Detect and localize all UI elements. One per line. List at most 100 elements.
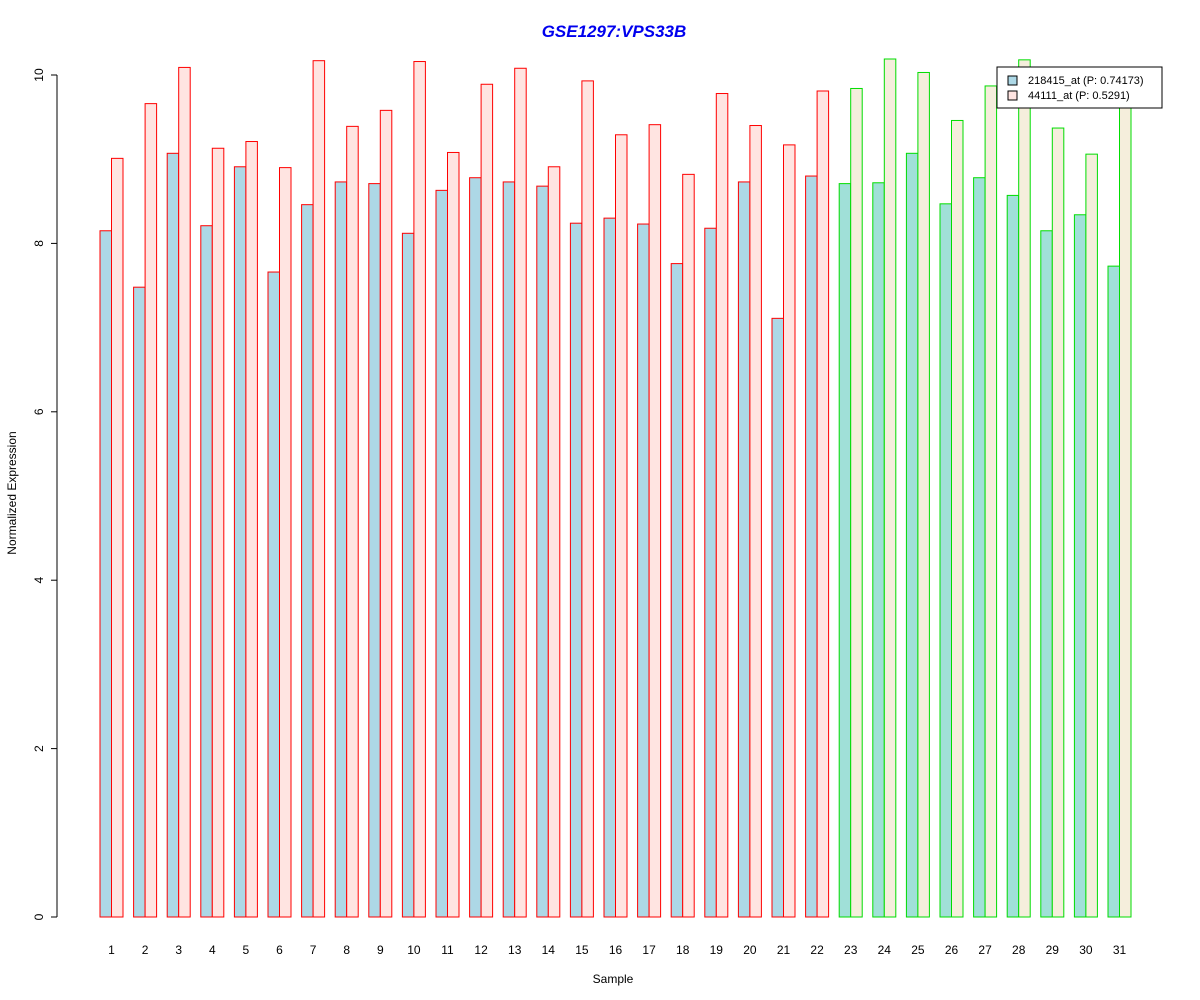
x-axis-title: Sample xyxy=(593,972,634,986)
x-tick-label: 15 xyxy=(575,943,589,957)
bar-218415-at xyxy=(939,203,952,918)
bar-218415-at xyxy=(368,183,381,918)
bar-44111-at xyxy=(346,125,359,918)
y-tick-label: 8 xyxy=(32,240,46,247)
bar-218415-at xyxy=(1006,194,1020,918)
bar-44111-at xyxy=(850,87,863,918)
bar-218415-at xyxy=(973,177,986,918)
x-tick-label: 31 xyxy=(1113,943,1127,957)
bar-218415-at xyxy=(233,166,247,918)
bar-44111-at xyxy=(648,124,662,918)
chart-title: GSE1297:VPS33B xyxy=(542,22,687,41)
x-tick-label: 19 xyxy=(710,943,724,957)
bar-218415-at xyxy=(569,222,583,918)
bar-44111-at xyxy=(1085,153,1098,918)
x-tick-label: 28 xyxy=(1012,943,1026,957)
bar-218415-at xyxy=(166,152,180,918)
bar-44111-at xyxy=(783,144,796,918)
x-tick-label: 14 xyxy=(542,943,556,957)
bar-44111-at xyxy=(111,157,124,918)
x-tick-label: 26 xyxy=(945,943,959,957)
bar-218415-at xyxy=(838,183,852,918)
bar-218415-at xyxy=(704,227,717,918)
bar-218415-at xyxy=(1107,265,1120,918)
y-axis: 0 2 4 6 8 10 xyxy=(32,68,58,920)
bar-44111-at xyxy=(1119,98,1132,918)
x-tick-label: 29 xyxy=(1046,943,1060,957)
x-tick-label: 22 xyxy=(810,943,824,957)
bar-218415-at xyxy=(267,271,280,918)
y-tick-label: 6 xyxy=(32,408,46,415)
bar-44111-at xyxy=(178,66,191,918)
y-axis-title: Normalized Expression xyxy=(5,431,19,554)
legend-label: 44111_at (P: 0.5291) xyxy=(1028,90,1130,102)
bar-44111-at xyxy=(615,134,628,918)
x-tick-label: 18 xyxy=(676,943,690,957)
y-tick-label: 10 xyxy=(32,68,46,82)
bar-218415-at xyxy=(200,225,213,918)
bar-44111-at xyxy=(514,67,527,918)
bar-218415-at xyxy=(1073,214,1087,918)
bar-218415-at xyxy=(435,189,448,918)
x-tick-label: 1 xyxy=(108,943,115,957)
bar-44111-at xyxy=(951,119,964,918)
bar-218415-at xyxy=(771,317,784,918)
bar-44111-at xyxy=(413,61,426,918)
bar-44111-at xyxy=(1018,59,1031,918)
x-tick-label: 30 xyxy=(1079,943,1093,957)
x-tick-label: 17 xyxy=(642,943,656,957)
bar-218415-at xyxy=(737,181,751,918)
x-tick-label: 12 xyxy=(474,943,488,957)
legend-swatch xyxy=(1007,75,1018,86)
x-tick-label: 2 xyxy=(142,943,149,957)
x-tick-label: 13 xyxy=(508,943,522,957)
x-tick-label: 11 xyxy=(441,943,454,957)
bar-44111-at xyxy=(447,151,460,918)
bar-44111-at xyxy=(211,147,225,918)
bar-44111-at xyxy=(144,103,158,918)
x-tick-label: 3 xyxy=(175,943,182,957)
legend-box xyxy=(996,66,1163,109)
bar-218415-at xyxy=(670,263,684,918)
bar-44111-at xyxy=(1051,127,1065,918)
bar-218415-at xyxy=(805,175,818,918)
bar-44111-at xyxy=(816,90,830,918)
bar-44111-at xyxy=(749,125,762,918)
x-tick-label: 24 xyxy=(878,943,892,957)
y-tick-label: 4 xyxy=(32,577,46,584)
bar-44111-at xyxy=(547,166,561,918)
x-tick-label: 4 xyxy=(209,943,216,957)
x-tick-label: 20 xyxy=(743,943,757,957)
x-tick-label: 6 xyxy=(276,943,283,957)
bars xyxy=(99,58,1132,918)
x-tick-label: 9 xyxy=(377,943,384,957)
bar-218415-at xyxy=(1040,230,1053,918)
bar-218415-at xyxy=(872,182,885,918)
bar-44111-at xyxy=(312,60,326,918)
legend: 218415_at (P: 0.74173) 44111_at (P: 0.529… xyxy=(996,66,1163,109)
bar-44111-at xyxy=(883,58,897,918)
x-tick-label: 25 xyxy=(911,943,925,957)
legend-label: 218415_at (P: 0.74173) xyxy=(1028,75,1144,87)
bar-44111-at xyxy=(917,71,930,918)
bar-218415-at xyxy=(469,177,482,918)
y-tick-label: 2 xyxy=(32,745,46,752)
bar-44111-at xyxy=(715,93,729,918)
legend-swatch xyxy=(1007,90,1018,101)
bar-44111-at xyxy=(379,109,393,918)
x-tick-label: 7 xyxy=(310,943,317,957)
bar-44111-at xyxy=(984,85,998,918)
bar-218415-at xyxy=(536,185,549,918)
x-tick-label: 23 xyxy=(844,943,858,957)
x-tick-label: 21 xyxy=(777,943,791,957)
y-tick-label: 0 xyxy=(32,913,46,920)
x-tick-label: 8 xyxy=(343,943,350,957)
bar-44111-at xyxy=(581,80,594,918)
x-tick-label: 10 xyxy=(407,943,421,957)
bar-218415-at xyxy=(334,181,348,918)
bar-218415-at xyxy=(401,232,415,918)
bar-44111-at xyxy=(682,173,695,918)
bar-218415-at xyxy=(301,204,314,918)
x-tick-label: 16 xyxy=(609,943,623,957)
